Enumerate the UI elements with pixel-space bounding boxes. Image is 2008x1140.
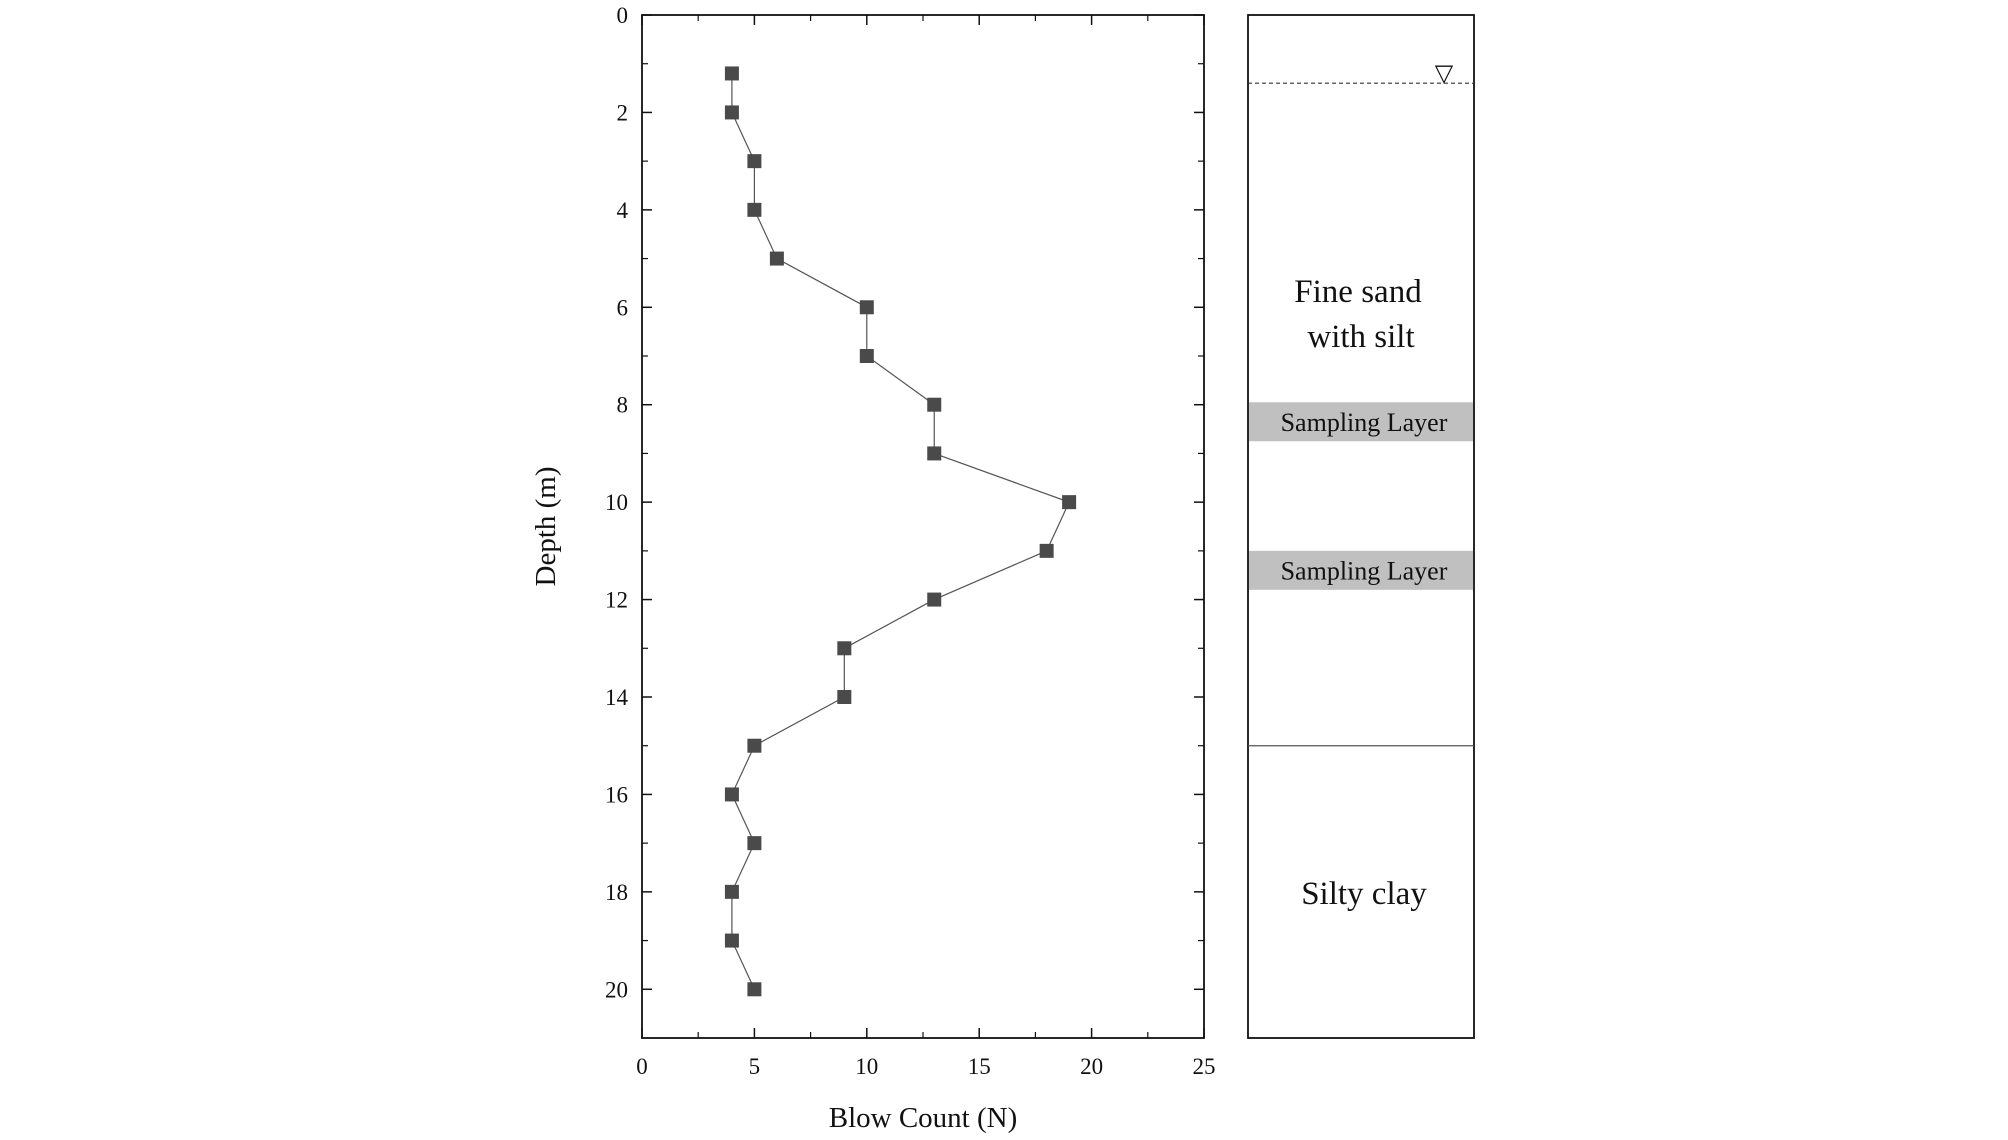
data-point	[724, 105, 739, 120]
data-point	[927, 446, 942, 461]
y-tick-label: 20	[605, 977, 628, 1002]
sampling-layer-band	[1249, 402, 1473, 442]
y-tick-label: 8	[617, 393, 629, 418]
layer-label-silty-clay: Silty clay	[1301, 876, 1427, 912]
data-point	[1062, 495, 1077, 510]
y-tick-label: 10	[605, 490, 628, 515]
x-tick-label: 20	[1080, 1054, 1103, 1079]
plot-area	[641, 14, 1205, 1039]
soil-profile-column: ▽ Fine sand with silt Silty clay Sampling La…	[1247, 14, 1475, 1039]
y-tick-label: 0	[617, 3, 629, 28]
sampling-layer-band	[1249, 550, 1473, 590]
data-point	[724, 933, 739, 948]
x-tick-label: 25	[1193, 1054, 1216, 1079]
data-point	[747, 836, 762, 851]
data-point	[747, 154, 762, 169]
plot-frame	[641, 14, 1205, 1039]
data-point	[724, 787, 739, 802]
data-point	[837, 641, 852, 656]
data-point	[927, 397, 942, 412]
data-point	[859, 300, 874, 315]
y-tick-label: 4	[617, 198, 629, 223]
data-point	[724, 66, 739, 81]
data-point	[927, 592, 942, 607]
data-point	[747, 738, 762, 753]
data-point	[859, 349, 874, 363]
data-point	[747, 202, 762, 217]
x-tick-label: 15	[968, 1054, 991, 1079]
layer-label-fine-sand: Fine sand with silt	[1294, 274, 1422, 355]
layer-label-line: with silt	[1307, 319, 1414, 355]
profile-frame	[1247, 14, 1475, 1039]
x-axis-title: Blow Count (N)	[829, 1102, 1018, 1134]
y-tick-label: 18	[605, 880, 628, 905]
data-point	[769, 251, 784, 266]
series-blow-count	[724, 66, 1077, 997]
layer-label-line: Fine sand	[1294, 274, 1422, 310]
y-tick-label: 16	[605, 782, 628, 807]
data-point	[724, 884, 739, 899]
x-tick-label: 0	[636, 1054, 648, 1079]
water-table-icon: ▽	[1435, 61, 1454, 87]
data-point	[747, 982, 762, 997]
y-tick-label: 12	[605, 588, 628, 613]
sampling-layer-label: Sampling Layer	[1281, 408, 1448, 437]
data-point	[1039, 543, 1054, 558]
x-tick-label: 10	[855, 1054, 878, 1079]
y-axis-title: Depth (m)	[530, 467, 562, 587]
series-line	[731, 73, 1070, 990]
axis-ticks: 0 5 10 15 20 25 0 2 4 6 8 10 12 14 16 18 20	[605, 3, 1216, 1079]
data-point	[837, 690, 852, 704]
sampling-layer-label: Sampling Layer	[1281, 556, 1448, 585]
y-tick-label: 14	[605, 685, 629, 710]
y-tick-label: 2	[617, 100, 629, 125]
x-tick-label: 5	[749, 1054, 761, 1079]
y-tick-label: 6	[617, 295, 629, 320]
